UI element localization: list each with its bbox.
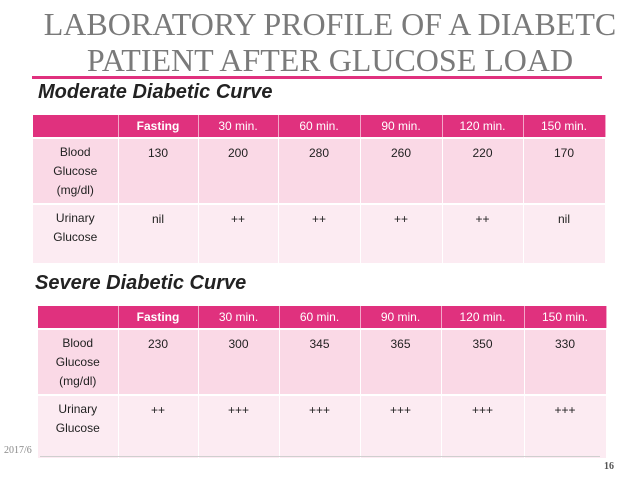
table-cell: +++ <box>198 394 280 458</box>
table-cell: 300 <box>198 328 280 395</box>
label-line: Blood <box>62 336 94 350</box>
title-underline <box>32 76 602 79</box>
table-cell: nil <box>118 203 199 263</box>
table-cell: 200 <box>198 137 279 204</box>
row-label: Urinary Glucose <box>38 394 119 458</box>
table-cell: 220 <box>442 137 524 204</box>
footer-divider <box>40 456 600 457</box>
table-cell: ++ <box>442 203 524 263</box>
header-90-min: 90 min. <box>360 306 442 329</box>
label-line: Urinary <box>58 402 98 416</box>
table-row-blood-glucose: Blood Glucose (mg/dl) 130 200 280 260 22… <box>33 137 606 204</box>
label-line: Glucose <box>53 164 98 178</box>
table-header-row: Fasting 30 min. 60 min. 90 min. 120 min.… <box>38 306 607 329</box>
header-90-min: 90 min. <box>360 115 443 138</box>
label-line: Glucose <box>55 355 100 369</box>
header-60-min: 60 min. <box>278 115 361 138</box>
table-cell: 365 <box>360 328 442 395</box>
table-cell: +++ <box>524 394 607 458</box>
moderate-curve-table: Fasting 30 min. 60 min. 90 min. 120 min.… <box>33 115 606 263</box>
table-cell: 330 <box>524 328 607 395</box>
table-cell: 230 <box>118 328 199 395</box>
table-cell: 260 <box>360 137 443 204</box>
header-corner <box>38 306 119 329</box>
header-150-min: 150 min. <box>523 115 606 138</box>
label-line: Blood <box>59 145 91 159</box>
table-header-row: Fasting 30 min. 60 min. 90 min. 120 min.… <box>33 115 606 138</box>
table-cell: 170 <box>523 137 606 204</box>
header-30-min: 30 min. <box>198 115 279 138</box>
header-fasting: Fasting <box>118 306 199 329</box>
table-cell: ++ <box>118 394 199 458</box>
header-120-min: 120 min. <box>441 306 525 329</box>
severe-curve-table: Fasting 30 min. 60 min. 90 min. 120 min.… <box>38 306 607 458</box>
severe-curve-heading: Severe Diabetic Curve <box>35 272 247 294</box>
label-line: Urinary <box>55 211 95 225</box>
header-60-min: 60 min. <box>279 306 361 329</box>
label-line: Glucose <box>55 421 100 435</box>
header-120-min: 120 min. <box>442 115 524 138</box>
header-30-min: 30 min. <box>198 306 280 329</box>
table-row-blood-glucose: Blood Glucose (mg/dl) 230 300 345 365 35… <box>38 328 607 395</box>
header-corner <box>33 115 119 138</box>
table-row-urinary-glucose: Urinary Glucose nil ++ ++ ++ ++ nil <box>33 203 606 263</box>
moderate-curve-heading: Moderate Diabetic Curve <box>38 81 273 103</box>
table-row-urinary-glucose: Urinary Glucose ++ +++ +++ +++ +++ +++ <box>38 394 607 458</box>
title-line-1: LABORATORY PROFILE OF A DIABETC <box>43 6 617 42</box>
table-cell: +++ <box>441 394 525 458</box>
table-cell: 130 <box>118 137 199 204</box>
title-line-2: PATIENT AFTER GLUCOSE LOAD <box>86 42 574 78</box>
label-line: (mg/dl) <box>56 183 94 197</box>
table-cell: 350 <box>441 328 525 395</box>
row-label: Urinary Glucose <box>33 203 119 263</box>
table-cell: +++ <box>360 394 442 458</box>
header-150-min: 150 min. <box>524 306 607 329</box>
table-cell: ++ <box>278 203 361 263</box>
table-cell: 280 <box>278 137 361 204</box>
slide-date: 2017/6 <box>4 445 32 456</box>
page-number: 16 <box>604 461 614 472</box>
row-label: Blood Glucose (mg/dl) <box>33 137 119 204</box>
table-cell: ++ <box>198 203 279 263</box>
slide-title: LABORATORY PROFILE OF A DIABETC PATIENT … <box>40 6 620 78</box>
label-line: Glucose <box>53 230 98 244</box>
row-label: Blood Glucose (mg/dl) <box>38 328 119 395</box>
table-cell: ++ <box>360 203 443 263</box>
table-cell: +++ <box>279 394 361 458</box>
table-cell: nil <box>523 203 606 263</box>
label-line: (mg/dl) <box>59 374 97 388</box>
table-cell: 345 <box>279 328 361 395</box>
header-fasting: Fasting <box>118 115 199 138</box>
